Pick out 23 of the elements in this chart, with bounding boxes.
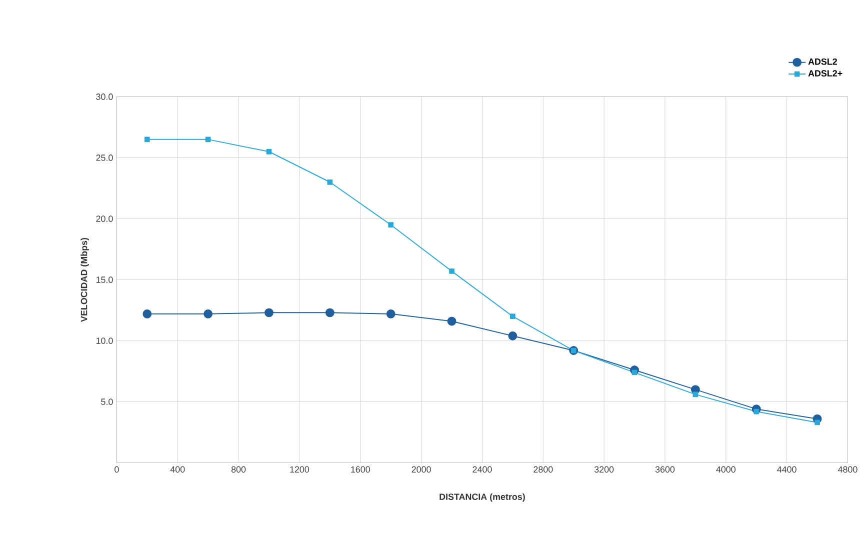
x-tick-label: 800: [231, 466, 246, 473]
y-tick-label: 20.0: [96, 216, 113, 222]
y-tick-label: 5.0: [101, 398, 113, 406]
y-tick-label: 10.0: [96, 338, 113, 344]
x-tick-label: 2400: [472, 466, 492, 473]
legend-label: ADSL2: [808, 58, 837, 66]
x-axis-title: DISTANCIA (metros): [440, 494, 525, 502]
x-tick-label: 0: [114, 466, 119, 473]
x-tick-label: 400: [170, 466, 185, 473]
x-tick-label: 3600: [655, 466, 675, 473]
y-tick-label: 30.0: [96, 94, 113, 100]
x-tick-label: 4800: [838, 466, 858, 473]
x-tick-label: 2000: [412, 466, 431, 473]
x-tick-label: 1200: [290, 466, 310, 473]
x-tick-label: 3200: [594, 466, 614, 473]
x-tick-label: 2800: [534, 466, 553, 473]
x-tick-label: 4000: [716, 466, 736, 473]
y-tick-label: 15.0: [96, 276, 113, 284]
y-tick-label: 25.0: [96, 154, 113, 162]
x-tick-label: 1600: [351, 466, 370, 473]
x-tick-label: 4400: [777, 466, 796, 473]
y-axis-title: VELOCIDAD (Mbps): [80, 238, 89, 322]
legend-label: ADSL2+: [808, 70, 842, 77]
